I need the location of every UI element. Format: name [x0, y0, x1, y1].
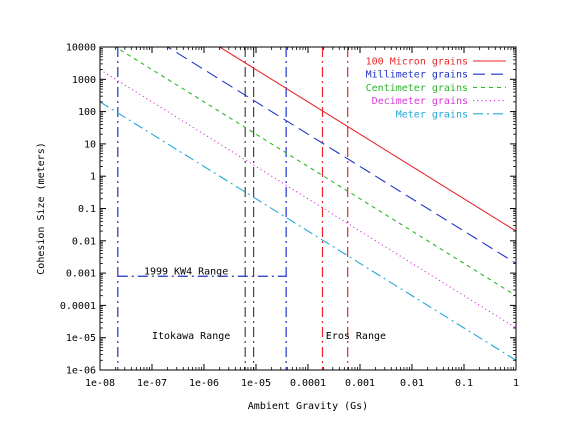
x-tick-label: 1	[513, 378, 519, 389]
x-tick-label: 1e-05	[241, 378, 271, 389]
y-tick-label: 10000	[66, 43, 96, 54]
annotation-label: 1999 KW4 Range	[144, 267, 228, 278]
x-tick-label: 1e-08	[85, 378, 115, 389]
legend-label: Meter grains	[396, 109, 468, 120]
x-tick-label: 1e-07	[137, 378, 167, 389]
x-tick-label: 0.1	[455, 378, 473, 389]
x-tick-label: 1e-06	[189, 378, 219, 389]
annotations: 1999 KW4 Range Itokawa Range Eros Range	[144, 267, 386, 343]
y-tick-label: 1000	[72, 75, 96, 86]
plot-inner	[100, 47, 516, 370]
y-tick-label: 0.1	[78, 204, 96, 215]
series-line-0	[218, 47, 516, 232]
y-tick-label: 0.001	[66, 269, 96, 280]
y-tick-label: 1e-05	[66, 333, 96, 344]
series-line-3	[100, 69, 516, 329]
y-tick-label: 1	[90, 172, 96, 183]
legend-label: Decimeter grains	[372, 96, 468, 107]
legend-label: Centimeter grains	[366, 83, 468, 94]
y-tick-label: 1e-06	[66, 366, 96, 377]
legend-label: Millimeter grains	[366, 70, 468, 81]
y-tick-label: 10	[84, 139, 96, 150]
x-tick-label: 0.01	[400, 378, 424, 389]
series-line-1	[166, 47, 516, 264]
x-axis-label: Ambient Gravity (Gs)	[248, 401, 368, 412]
legend-label: 100 Micron grains	[366, 57, 468, 68]
y-axis-label: Cohesion Size (meters)	[36, 142, 47, 274]
y-tick-label: 0.0001	[60, 301, 96, 312]
plot-marks	[100, 47, 516, 370]
y-tick-label: 0.01	[72, 236, 96, 247]
x-tick-label: 0.001	[345, 378, 375, 389]
annotation-label: Itokawa Range	[152, 331, 230, 342]
plot-axes: 1e-08 1e-07 1e-06 1e-05 0.0001 0.001 0.01 0.1 1 1…	[60, 43, 519, 390]
annotation-label: Eros Range	[326, 331, 386, 342]
y-tick-label: 100	[78, 107, 96, 118]
series-line-4	[100, 101, 516, 361]
legend: 100 Micron grains Millimeter grains Centim…	[366, 57, 506, 120]
x-tick-label: 0.0001	[290, 378, 326, 389]
series-line-2	[114, 47, 516, 297]
